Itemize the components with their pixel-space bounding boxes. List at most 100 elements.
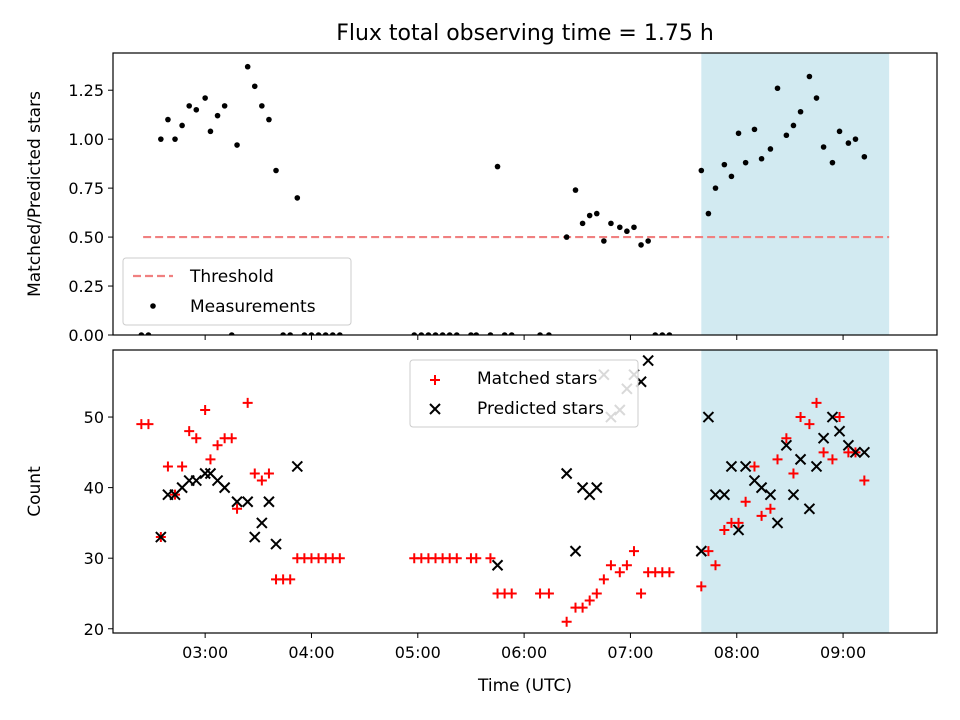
matched-point <box>256 475 267 486</box>
measurement-point <box>601 238 607 244</box>
bottom-legend: Matched stars Predicted stars <box>409 359 639 428</box>
predicted-point <box>755 481 768 494</box>
predicted-point <box>569 545 582 557</box>
bottom-y-tick-label: 40 <box>84 479 104 498</box>
measurement-point <box>273 167 279 174</box>
matched-point <box>827 454 838 465</box>
x-tick-label: 03:00 <box>182 643 228 662</box>
measurement-point <box>501 332 508 335</box>
top-y-axis-label: Matched/Predicted stars <box>25 91 45 297</box>
matched-point <box>191 433 202 444</box>
matched-point <box>795 412 806 423</box>
predicted-point <box>256 517 268 529</box>
top-y-tick-label: 0.75 <box>68 179 104 198</box>
x-axis-label: Time (UTC) <box>477 676 572 696</box>
measurement-point <box>861 153 868 160</box>
predicted-point <box>291 460 303 473</box>
measurement-point <box>418 332 425 335</box>
measurement-point <box>624 228 630 235</box>
measurement-point <box>432 332 439 335</box>
matched-point <box>263 468 274 479</box>
measurement-point <box>728 173 735 180</box>
matched-point <box>834 412 845 423</box>
measurement-point <box>652 332 659 335</box>
measurement-point <box>287 332 294 335</box>
measurement-point <box>721 161 728 168</box>
measurement-point <box>329 332 336 335</box>
predicted-point <box>780 439 793 451</box>
predicted-point <box>591 481 603 494</box>
measurement-point <box>186 103 192 109</box>
predicted-point <box>817 432 830 444</box>
measurement-point <box>138 332 145 335</box>
legend-matched-label: Matched stars <box>477 369 597 389</box>
bottom-y-tick-label: 30 <box>84 549 104 568</box>
matched-point <box>584 595 595 606</box>
top-plot-area <box>138 63 890 335</box>
measurement-point <box>294 195 301 201</box>
x-tick-label: 07:00 <box>607 643 653 662</box>
matched-point <box>703 546 714 557</box>
predicted-point <box>764 488 777 501</box>
matched-point <box>177 461 188 472</box>
predicted-point <box>241 496 254 508</box>
legend-x-mark <box>429 403 441 415</box>
matched-point <box>232 503 243 514</box>
predicted-point <box>849 446 862 459</box>
measurement-point <box>705 210 712 217</box>
measurement-point <box>228 332 235 335</box>
bottom-panel: 20 30 40 50 03:00 04:00 05:00 06:00 07:00 08:00 09… <box>25 349 938 662</box>
measurement-point <box>836 128 843 135</box>
matched-point <box>242 397 253 408</box>
measurement-point <box>214 112 221 119</box>
matched-point <box>811 397 822 408</box>
matched-point <box>212 440 223 451</box>
measurement-point <box>813 95 820 101</box>
matched-point <box>143 419 154 430</box>
measurement-point <box>783 132 790 139</box>
bottom-y-tick-label: 50 <box>84 408 104 427</box>
matched-point <box>781 433 792 444</box>
measurement-point <box>193 106 200 113</box>
x-tick-label: 09:00 <box>820 643 866 662</box>
measurement-point <box>508 332 515 335</box>
predicted-point <box>794 453 807 466</box>
predicted-point <box>695 545 708 557</box>
legend-measurements-label: Measurements <box>190 297 316 317</box>
matched-point <box>772 454 783 465</box>
measurement-point <box>806 73 813 80</box>
matched-point <box>577 602 588 613</box>
matched-point <box>535 588 546 599</box>
measurement-point <box>645 238 651 244</box>
matched-point <box>756 510 767 521</box>
predicted-point <box>833 425 846 437</box>
measurement-point <box>579 220 586 227</box>
measurement-point <box>638 242 644 248</box>
measurement-point <box>494 163 501 170</box>
predicted-point <box>709 488 722 501</box>
measurement-point <box>712 185 719 191</box>
matched-point <box>334 553 345 564</box>
measurement-point <box>202 95 208 101</box>
measurement-point <box>767 146 774 152</box>
matched-point <box>249 468 260 479</box>
measurement-point <box>207 128 214 135</box>
measurement-point <box>758 155 765 162</box>
measurement-point <box>593 210 600 217</box>
measurement-point <box>234 142 240 148</box>
predicted-point <box>739 460 752 473</box>
matched-point <box>591 588 602 599</box>
predicted-point <box>718 488 731 501</box>
matched-point <box>506 588 517 599</box>
matched-point <box>605 560 616 571</box>
legend-predicted-label: Predicted stars <box>477 399 604 419</box>
predicted-point <box>231 496 243 508</box>
matched-point <box>733 517 744 528</box>
measurement-point <box>790 122 797 129</box>
predicted-point <box>491 559 504 571</box>
top-panel: 0.00 0.25 0.50 0.75 1.00 1.25 Matched/Predicte… <box>25 52 938 345</box>
measurement-point <box>446 332 453 335</box>
top-y-tick-label: 0.25 <box>68 277 104 296</box>
legend-predicted-swatch <box>429 403 441 415</box>
